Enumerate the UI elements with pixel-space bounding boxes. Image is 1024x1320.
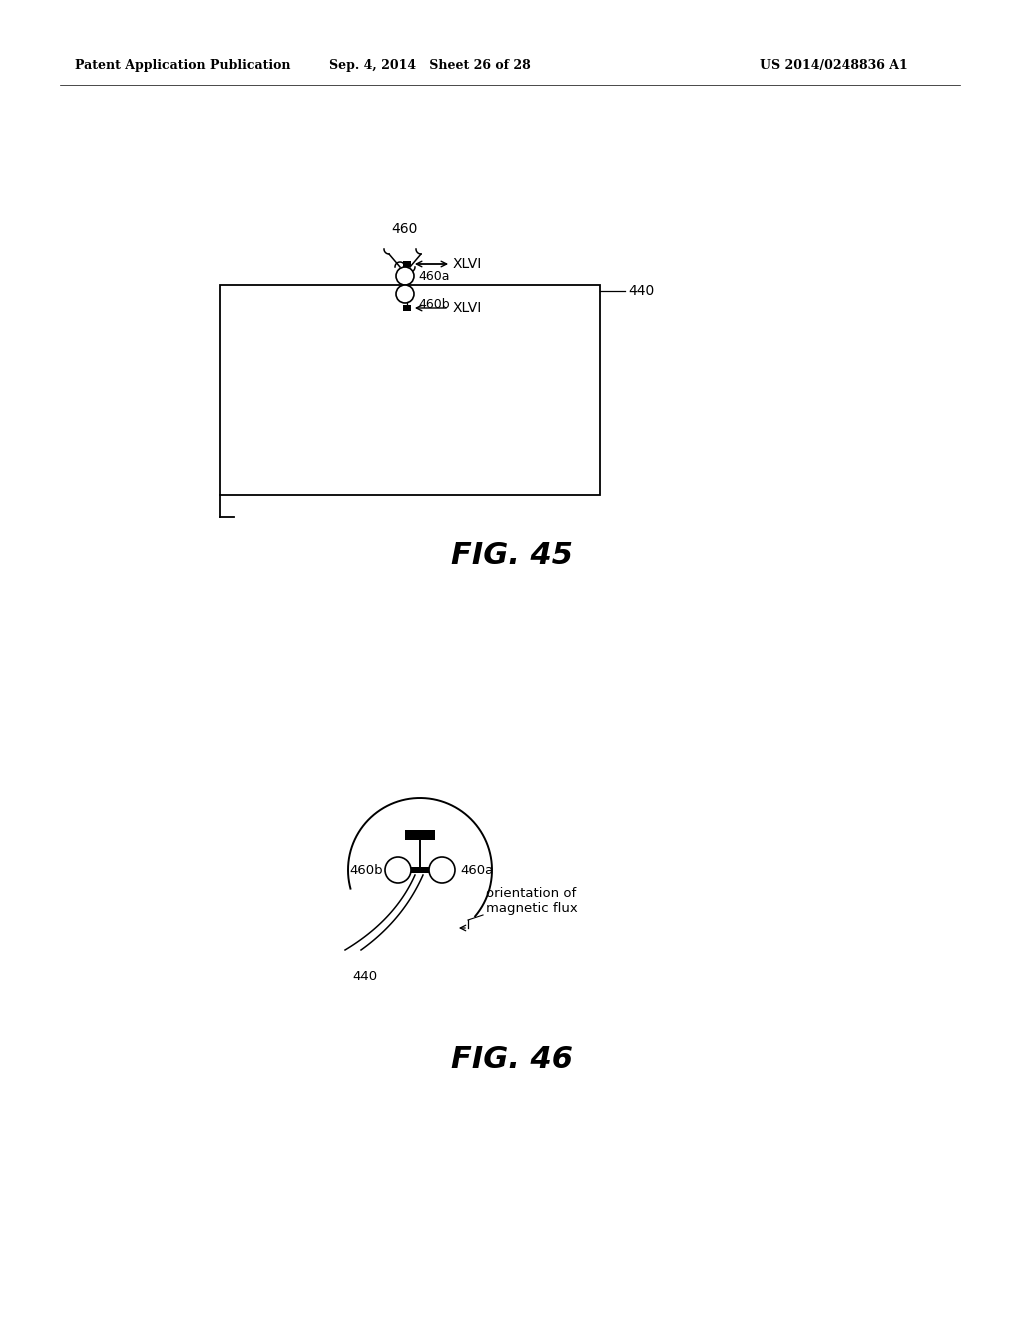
Text: 460b: 460b (418, 298, 450, 312)
Text: 460: 460 (392, 222, 418, 236)
Text: Patent Application Publication: Patent Application Publication (75, 58, 291, 71)
Text: 460a: 460a (418, 269, 450, 282)
Circle shape (385, 857, 411, 883)
Bar (220, 285, 600, 495)
Text: 460b: 460b (349, 863, 383, 876)
Text: 440: 440 (628, 284, 654, 298)
Polygon shape (406, 830, 435, 840)
Text: 440: 440 (352, 970, 378, 983)
Text: US 2014/0248836 A1: US 2014/0248836 A1 (760, 58, 907, 71)
Circle shape (429, 857, 455, 883)
Text: orientation of
magnetic flux: orientation of magnetic flux (486, 887, 578, 915)
Text: FIG. 46: FIG. 46 (451, 1045, 573, 1074)
Circle shape (396, 285, 414, 304)
Text: Sep. 4, 2014   Sheet 26 of 28: Sep. 4, 2014 Sheet 26 of 28 (329, 58, 530, 71)
Polygon shape (403, 305, 411, 312)
Polygon shape (403, 261, 411, 267)
Text: 460a: 460a (460, 863, 494, 876)
Circle shape (396, 267, 414, 285)
Text: FIG. 45: FIG. 45 (451, 540, 573, 569)
Text: XLVI: XLVI (453, 257, 482, 271)
Polygon shape (411, 867, 429, 873)
Text: XLVI: XLVI (453, 301, 482, 315)
